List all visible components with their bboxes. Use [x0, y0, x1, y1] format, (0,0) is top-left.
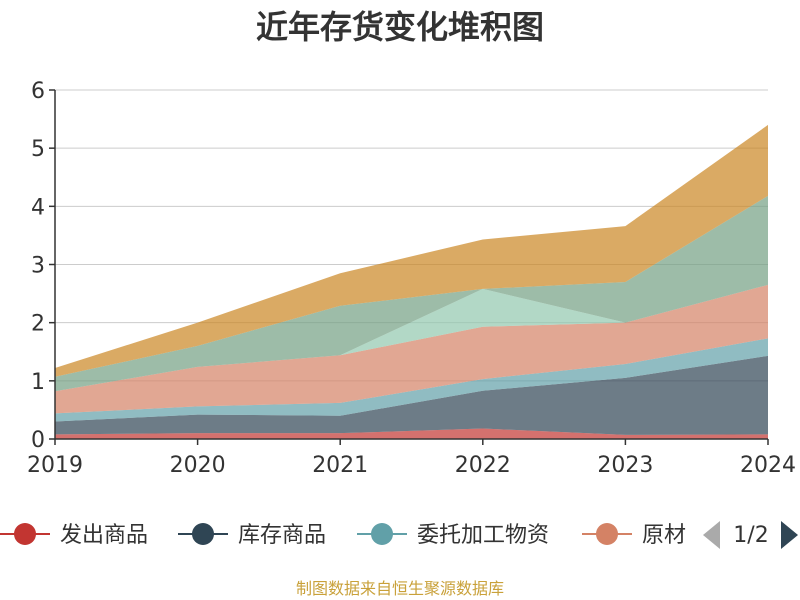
legend: 发出商品 库存商品 委托加工物资 原材: [0, 523, 686, 548]
y-tick-label: 5: [31, 137, 45, 162]
legend-label: 原材: [642, 523, 686, 548]
y-tick-label: 3: [31, 254, 45, 279]
x-tick-labels: 2019 2020 2021 2022 2023 2024: [27, 453, 796, 478]
y-tick-label: 6: [31, 79, 45, 104]
x-tick-label: 2023: [597, 453, 653, 478]
x-tick-label: 2024: [740, 453, 796, 478]
legend-marker-icon: [596, 523, 618, 545]
area-series: [55, 124, 768, 439]
legend-label: 委托加工物资: [417, 523, 549, 548]
x-tick-label: 2019: [27, 453, 83, 478]
y-tick-label: 1: [31, 370, 45, 395]
legend-item-3[interactable]: 原材: [582, 523, 686, 548]
area-series-2: [55, 338, 768, 422]
area-series-0: [55, 428, 768, 439]
legend-item-0[interactable]: 发出商品: [0, 523, 148, 548]
axes: [49, 89, 769, 445]
pager-prev-icon[interactable]: [703, 521, 720, 549]
area-series-4: [55, 284, 768, 392]
y-tick-label: 0: [31, 428, 45, 453]
legend-marker-icon: [192, 523, 214, 545]
x-tick-label: 2020: [170, 453, 226, 478]
legend-label: 发出商品: [60, 523, 148, 548]
area-series-6: [55, 124, 768, 377]
legend-marker-icon: [14, 523, 36, 545]
pager-next-icon[interactable]: [781, 521, 798, 549]
legend-item-1[interactable]: 库存商品: [178, 523, 326, 548]
area-series-3: [55, 284, 768, 414]
area-series-5: [55, 195, 768, 392]
pager-label: 1/2: [733, 523, 768, 548]
legend-marker-icon: [371, 523, 393, 545]
chart-title: 近年存货变化堆积图: [256, 8, 544, 46]
y-tick-label: 2: [31, 312, 45, 337]
x-tick-label: 2021: [312, 453, 368, 478]
legend-item-2[interactable]: 委托加工物资: [357, 523, 549, 548]
y-tick-labels: 0 1 2 3 4 5 6: [31, 79, 45, 453]
data-source-note: 制图数据来自恒生聚源数据库: [296, 579, 504, 598]
y-tick-label: 4: [31, 195, 45, 220]
area-series-1: [55, 355, 768, 435]
legend-pager: 1/2: [703, 521, 798, 549]
x-tick-label: 2022: [455, 453, 511, 478]
legend-label: 库存商品: [238, 523, 326, 548]
